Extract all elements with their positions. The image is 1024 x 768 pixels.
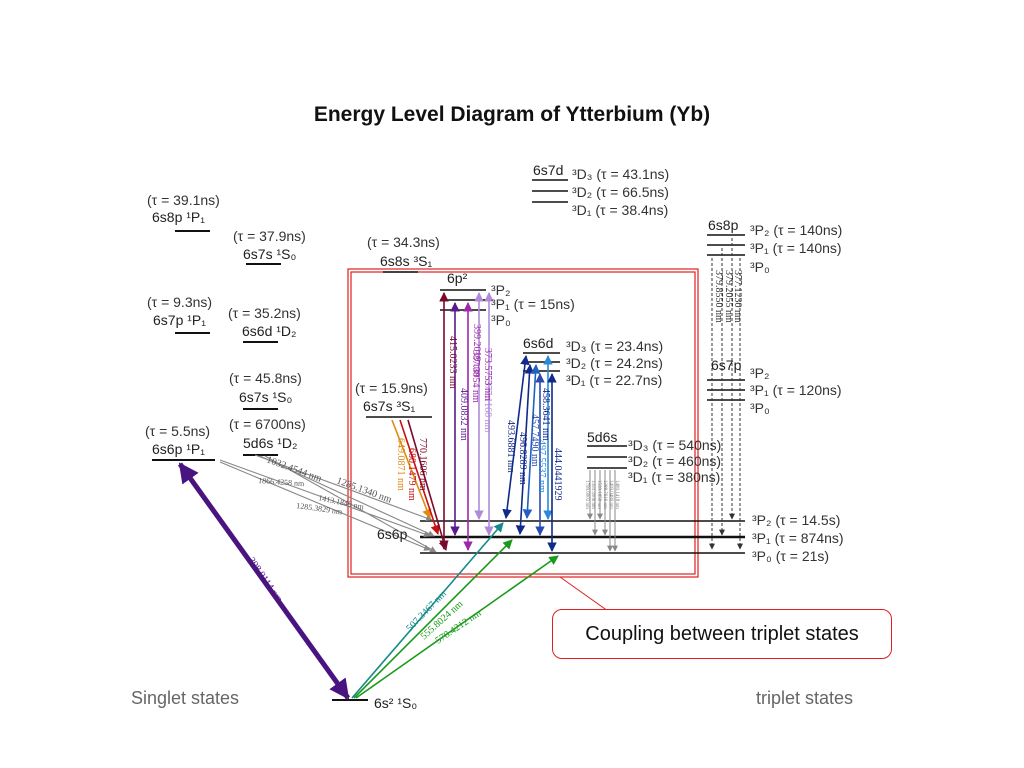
cfg-6s7d: 6s7d: [533, 162, 564, 178]
label-5d6s-3d1: ³D₁ (τ = 380ns): [628, 469, 721, 485]
label-377b-nm: 377.1230 nm: [732, 270, 743, 323]
label-497nm: 497.5537 nm: [536, 440, 547, 493]
callout-pointer: [559, 576, 700, 612]
label-680nm: 680.1479 nm: [406, 448, 417, 501]
label-377nm: 377.1168 nm: [482, 380, 493, 433]
tau-6s6d-1d2: (τ = 35.2ns): [228, 305, 301, 321]
label-399nm: 399.2019 nm: [471, 324, 482, 377]
label-458nm: 458.3641 nm: [540, 388, 551, 441]
label-415nm: 415.0233 nm: [447, 336, 458, 389]
cfg-5d6s-3: 5d6s: [587, 429, 618, 445]
label-457nm: 457.7490 nm: [529, 414, 540, 467]
label-6p2-3p0: ³P₀: [491, 312, 511, 328]
label-6s6p-1p1: 6s6p ¹P₁: [152, 441, 205, 457]
tau-6s8p-1p1: (τ = 39.1ns): [147, 192, 220, 208]
singlet-section-label: Singlet states: [131, 688, 240, 708]
label-6s7s-3s1: 6s7s ³S₁: [363, 398, 416, 414]
label-770nm: 770.1606 nm: [417, 438, 428, 491]
label-379a-nm: 379.2055 nm: [723, 270, 734, 323]
label-387nm: 387.3954 nm: [470, 350, 481, 403]
ground-triplet-arrows: [351, 522, 559, 699]
cfg-6s6d-3: 6s6d: [523, 335, 554, 351]
triplet-section-label: triplet states: [756, 688, 854, 708]
label-6s6p-3p1: ³P₁ (τ = 874ns): [752, 530, 844, 546]
coupling-callout: Coupling between triplet states: [552, 609, 892, 659]
label-6s7d-3d2: ³D₂ (τ = 66.5ns): [572, 184, 669, 200]
label-5d6s-3d3: ³D₃ (τ = 540ns): [628, 437, 722, 453]
label-6s8p-1p1: 6s8p ¹P₁: [152, 209, 205, 225]
label-6p2-3p1: ³P₁ (τ = 15ns): [491, 296, 575, 312]
label-6s6d-3d3: ³D₃ (τ = 23.4ns): [566, 338, 664, 354]
label-6s6p-3p0: ³P₀ (τ = 21s): [752, 548, 830, 564]
transition-578nm: [355, 555, 559, 699]
transition-398nm: [177, 462, 351, 700]
label-6s7s-1s0: 6s7s ¹S₀: [243, 246, 297, 262]
label-6s7s-1s0-b: 6s7s ¹S₀: [239, 389, 293, 405]
label-6s6p-3p2: ³P₂ (τ = 14.5s): [752, 512, 841, 528]
triplet-levels: [366, 179, 745, 554]
label-6s6d-3d2: ³D₂ (τ = 24.2ns): [566, 355, 663, 371]
tau-6s7s-3s1: (τ = 15.9ns): [355, 380, 428, 396]
transition-507nm: [351, 522, 504, 699]
highlight-frame-inner: [350, 271, 696, 575]
label-6s7d-3d1: ³D₁ (τ = 38.4ns): [572, 202, 669, 218]
singlet-levels: [152, 230, 368, 701]
p2-vertical-arrows: [439, 292, 494, 551]
page-title: Energy Level Diagram of Ytterbium (Yb): [313, 103, 711, 126]
d6s-decay-arrows: [587, 470, 618, 552]
right-dashed-arrows: [709, 238, 743, 550]
label-496nm: 496.8289 nm: [517, 432, 528, 485]
singlet-decay-arrows: [219, 454, 437, 553]
transition-555nm: [353, 539, 513, 699]
label-6s6d-3d1: ³D₁ (τ = 22.7ns): [566, 372, 663, 388]
label-6s7p-1p1: 6s7p ¹P₁: [153, 312, 206, 328]
label-5d6s-1d2: 5d6s ¹D₂: [243, 435, 298, 451]
label-6s8s-3s1: 6s8s ³S₁: [380, 253, 433, 269]
label-6s8p-3p0: ³P₀: [750, 259, 770, 275]
label-6s7d-3d3: ³D₃ (τ = 43.1ns): [572, 166, 670, 182]
label-6p2-3p2: ³P₂: [491, 282, 511, 298]
tau-6s6p-1p1: (τ = 5.5ns): [145, 423, 211, 439]
label-493nm: 493.6881 nm: [505, 420, 516, 473]
label-d5-nm: 1409.0480 nm: [608, 480, 613, 509]
label-409nm: 409.0832 nm: [458, 388, 469, 441]
label-6s6d-1d2: 6s6d ¹D₂: [242, 323, 297, 339]
label-379b-nm: 379.8550 nm: [713, 270, 724, 323]
label-1866nm: 1866.4258 nm: [258, 476, 306, 488]
label-d3-nm: 1539.1858 nm: [596, 480, 601, 509]
label-5d6s-3d2: ³D₂ (τ = 460ns): [628, 453, 722, 469]
label-d6-nm: 1480.1418 nm: [614, 480, 619, 509]
tau-6s7p-1p1: (τ = 9.3ns): [147, 294, 213, 310]
label-649nm: 649.0871 nm: [395, 438, 406, 491]
label-444nm: 444.0441929: [552, 448, 563, 501]
s6d-arrows: [502, 355, 557, 552]
label-d4-nm: 1388.7616 nm: [602, 480, 607, 509]
label-6s8p-3p2: ³P₂ (τ = 140ns): [750, 222, 843, 238]
label-6s8p-3p1: ³P₁ (τ = 140ns): [750, 240, 842, 256]
tau-5d6s-1d2: (τ = 6700ns): [229, 416, 306, 432]
cfg-6s6p-3: 6s6p: [377, 526, 408, 542]
tau-6s7s-1s0-b: (τ = 45.8ns): [229, 370, 302, 386]
label-d1-nm: 1799.9003 nm: [584, 480, 589, 509]
label-373nm: 373.5753 nm: [482, 348, 493, 401]
label-6s7p-3p0: ³P₀: [750, 400, 770, 416]
cfg-6p2: 6p²: [447, 270, 468, 286]
cfg-6s8p-3: 6s8p: [708, 217, 739, 233]
highlight-frame-outer: [347, 268, 699, 578]
label-6s7p-3p2: ³P₂: [750, 365, 770, 381]
label-6s7p-3p1: ³P₁ (τ = 120ns): [750, 382, 842, 398]
label-d2-nm: 1350.3006 nm: [590, 480, 595, 509]
label-398nm: 398.9114 nm: [246, 555, 285, 604]
tau-6s7s-1s0: (τ = 37.9ns): [233, 228, 306, 244]
cfg-6s7p-3: 6s7p: [711, 357, 742, 373]
label-ground-state: 6s² ¹S₀: [374, 695, 418, 711]
tau-6s8s-3s1: (τ = 34.3ns): [367, 234, 440, 250]
